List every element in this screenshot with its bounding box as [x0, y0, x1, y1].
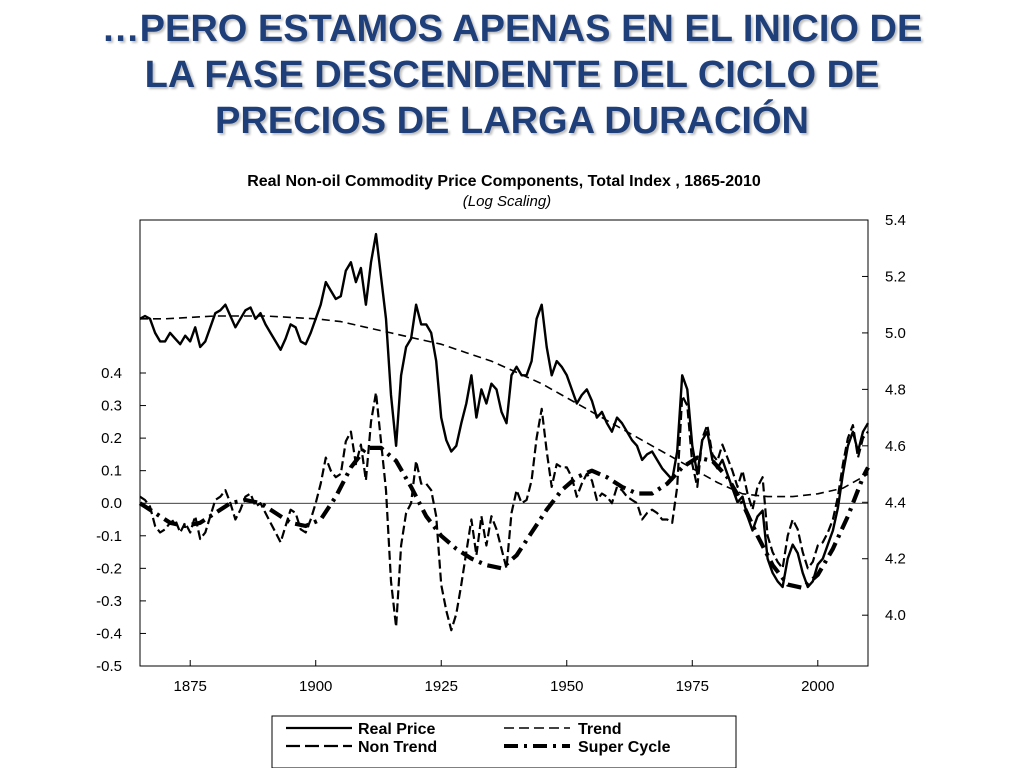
series-line-trend: [140, 315, 869, 498]
legend-label-real-price: Real Price: [358, 721, 435, 738]
right-axis: 5.4 5.2 5.0 4.8 4.6 4.4 4.2 4.0: [862, 212, 906, 624]
right-tick-label: 4.2: [885, 551, 906, 568]
left-tick-label: 0.2: [101, 430, 122, 447]
left-tick-label: 0.4: [101, 365, 122, 382]
x-tick-label: 1900: [299, 678, 332, 695]
legend-label-trend: Trend: [578, 721, 622, 738]
right-tick-label: 5.4: [885, 212, 906, 229]
left-tick-label: -0.3: [96, 593, 122, 610]
series-line-super-cycle: [138, 445, 870, 590]
legend-label-non-trend: Non Trend: [358, 739, 437, 756]
left-tick-label: 0.1: [101, 463, 122, 480]
left-tick-label: -0.1: [96, 528, 122, 545]
chart-subtitle: (Log Scaling): [463, 193, 551, 210]
right-tick-label: 4.4: [885, 494, 906, 511]
slide-title-line-1: …PERO ESTAMOS APENAS EN EL INICIO DE: [101, 8, 923, 50]
right-tick-label: 4.0: [885, 607, 906, 624]
slide-title-line-3: PRECIOS DE LARGA DURACIÓN: [215, 100, 809, 142]
left-tick-label: 0.3: [101, 398, 122, 415]
right-tick-label: 5.0: [885, 325, 906, 342]
left-tick-label: -0.2: [96, 560, 122, 577]
series-layer: [138, 232, 870, 632]
left-tick-label: -0.4: [96, 625, 122, 642]
left-axis: 0.4 0.3 0.2 0.1 0.0 -0.1 -0.2 -0.3 -0.4 -0.5: [96, 365, 146, 675]
x-tick-label: 2000: [801, 678, 834, 695]
right-tick-label: 4.8: [885, 381, 906, 398]
slide-title: …PERO ESTAMOS APENAS EN EL INICIO DE LA …: [0, 6, 1024, 144]
x-tick-label: 1875: [174, 678, 207, 695]
legend: Real Price Trend Non Trend Super Cycle: [271, 715, 737, 768]
left-tick-label: -0.5: [96, 658, 122, 675]
series-line-real-price: [139, 232, 870, 589]
x-tick-label: 1950: [550, 678, 583, 695]
chart-title: Real Non-oil Commodity Price Components,…: [247, 173, 761, 190]
plot-frame: [139, 219, 869, 667]
series-line-non-trend: [139, 391, 869, 632]
left-tick-label: 0.0: [101, 495, 122, 512]
legend-label-super-cycle: Super Cycle: [578, 739, 671, 756]
x-tick-label: 1975: [676, 678, 709, 695]
x-tick-label: 1925: [425, 678, 458, 695]
right-tick-label: 5.2: [885, 268, 906, 285]
legend-box: [271, 715, 737, 768]
x-axis: 1875 1900 1925 1950 1975 2000: [174, 660, 834, 695]
slide-title-line-2: LA FASE DESCENDENTE DEL CICLO DE: [144, 54, 880, 96]
right-tick-label: 4.6: [885, 438, 906, 455]
